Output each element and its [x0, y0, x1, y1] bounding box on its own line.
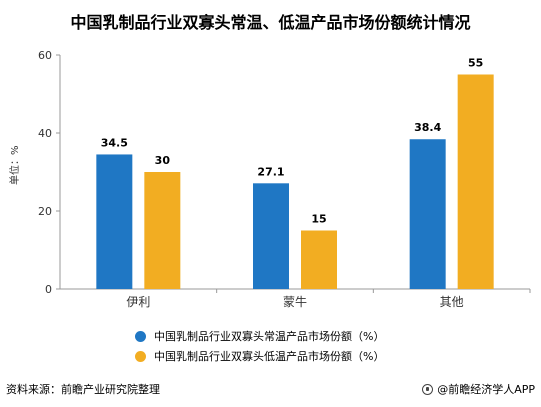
x-tick-label: 其他 [440, 295, 464, 309]
data-label: 55 [468, 57, 483, 70]
bar [96, 154, 133, 289]
y-tick-label: 20 [38, 205, 52, 218]
y-tick-label: 60 [38, 49, 52, 62]
brand-text: @前瞻经济学人APP [437, 383, 535, 396]
legend-swatch-ambient [135, 330, 146, 342]
bar [409, 139, 446, 289]
chart-axes: 0 20 40 60 伊利 蒙牛 其他 [38, 49, 531, 309]
legend-item-chilled: 中国乳制品行业双寡头低温产品市场份额（%） [135, 346, 384, 366]
y-tick-label: 40 [38, 127, 52, 140]
bar [253, 183, 289, 289]
x-tick-label: 伊利 [126, 295, 150, 309]
bar [144, 172, 181, 289]
chart-bars [96, 74, 494, 289]
legend: 中国乳制品行业双寡头常温产品市场份额（%） 中国乳制品行业双寡头低温产品市场份额… [135, 326, 384, 366]
bar [457, 74, 494, 289]
data-label: 27.1 [257, 165, 284, 178]
bar [301, 230, 337, 289]
data-label: 34.5 [101, 136, 128, 149]
legend-label-ambient: 中国乳制品行业双寡头常温产品市场份额（%） [154, 330, 385, 343]
data-label: 30 [155, 154, 171, 167]
brand-logo-icon [422, 383, 434, 395]
chart-title: 中国乳制品行业双寡头常温、低温产品市场份额统计情况 [70, 13, 471, 32]
data-label: 15 [311, 213, 326, 226]
legend-label-chilled: 中国乳制品行业双寡头低温产品市场份额（%） [154, 350, 385, 363]
y-tick-label: 0 [45, 283, 52, 296]
chart-labels: 34.5 30 27.1 15 38.4 55 [101, 57, 484, 226]
source-note: 资料来源：前瞻产业研究院整理 [6, 383, 160, 396]
data-label: 38.4 [414, 121, 441, 134]
x-tick-label: 蒙牛 [283, 294, 307, 309]
legend-swatch-chilled [135, 350, 146, 362]
legend-item-ambient: 中国乳制品行业双寡头常温产品市场份额（%） [135, 326, 384, 346]
brand-credit: @前瞻经济学人APP [422, 381, 535, 397]
